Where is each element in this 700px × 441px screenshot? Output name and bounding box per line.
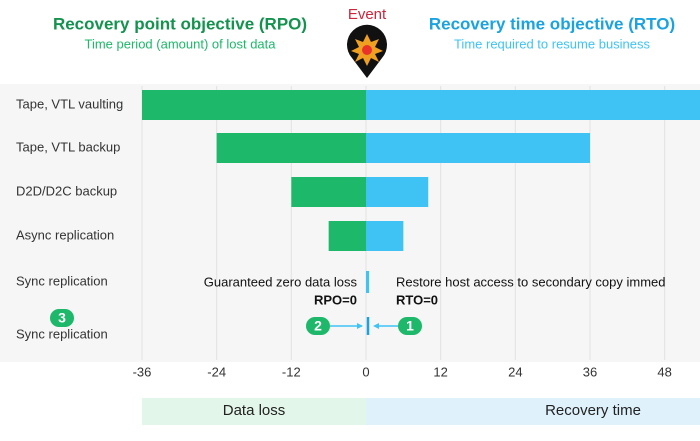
bar: [366, 221, 404, 251]
badge: 3: [50, 309, 74, 327]
rto-subtitle: Time required to resume business: [454, 36, 651, 51]
bar: [366, 133, 590, 163]
badge: 1: [398, 317, 422, 335]
bar: [291, 177, 366, 207]
badge-label: 3: [58, 310, 66, 326]
category-label: Sync replication: [16, 273, 108, 288]
annotation: Guaranteed zero data loss: [204, 274, 358, 289]
x-tick-label: -24: [207, 364, 226, 379]
category-label: D2D/D2C backup: [16, 183, 117, 198]
x-tick-label: 48: [657, 364, 671, 379]
rpo-subtitle: Time period (amount) of lost data: [85, 36, 277, 51]
annotation: Restore host access to secondary copy im…: [396, 274, 666, 289]
category-label: Async replication: [16, 227, 114, 242]
x-tick-label: 12: [433, 364, 447, 379]
bar: [366, 271, 370, 293]
data-loss-band: [142, 398, 366, 425]
annotation: RPO=0: [314, 292, 357, 307]
bar: [142, 90, 366, 120]
badge-label: 2: [314, 318, 322, 334]
category-label: Sync replication: [16, 326, 108, 341]
event-label: Event: [348, 6, 387, 23]
category-label: Tape, VTL vaulting: [16, 96, 123, 111]
category-label: Tape, VTL backup: [16, 139, 120, 154]
badge: 2: [306, 317, 330, 335]
x-tick-label: 24: [508, 364, 522, 379]
bar: [366, 177, 429, 207]
x-tick-label: 36: [583, 364, 597, 379]
axis-label: Data loss: [223, 402, 286, 419]
recovery-time-band: [366, 398, 700, 425]
bar: [366, 90, 700, 120]
x-tick-label: 0: [362, 364, 369, 379]
x-tick-label: -12: [282, 364, 301, 379]
x-tick-label: -36: [133, 364, 152, 379]
rto-title: Recovery time objective (RTO): [429, 14, 675, 33]
bar: [216, 133, 366, 163]
arrow-head: [357, 323, 363, 329]
axis-label: Recovery time: [545, 402, 641, 419]
badge-label: 1: [406, 318, 414, 334]
annotation: RTO=0: [396, 292, 438, 307]
bar: [328, 221, 366, 251]
arrow-head: [373, 323, 379, 329]
event-icon: [346, 24, 388, 78]
rpo-title: Recovery point objective (RPO): [53, 14, 307, 33]
